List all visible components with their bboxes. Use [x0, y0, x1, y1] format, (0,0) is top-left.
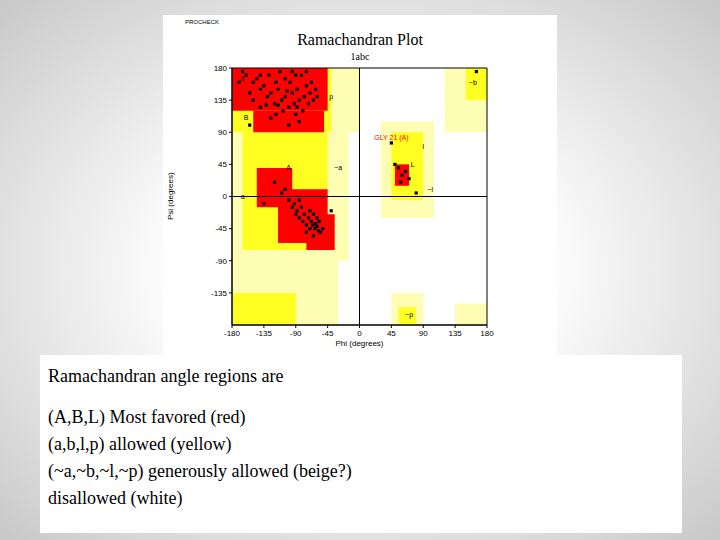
html-text:Ramachandran Plot: Ramachandran Plot	[297, 31, 423, 48]
svg-text:-45: -45	[215, 224, 227, 233]
svg-text:90: 90	[419, 329, 428, 338]
svg-text:180: 180	[214, 64, 228, 73]
svg-text:135: 135	[448, 329, 462, 338]
svg-text:b: b	[241, 75, 245, 82]
svg-text:90: 90	[218, 128, 227, 137]
html-text:Psi (degrees): Psi (degrees)	[166, 172, 175, 220]
html-text:1abc: 1abc	[350, 51, 370, 62]
html-text:Ramachandran angle regions are: Ramachandran angle regions are	[48, 366, 284, 386]
html-text:(a,b,l,p) allowed (yellow): (a,b,l,p) allowed (yellow)	[48, 434, 232, 454]
svg-text:~a: ~a	[334, 164, 342, 171]
svg-text:-90: -90	[290, 329, 302, 338]
html-text:disallowed (white): disallowed (white)	[48, 488, 183, 508]
svg-text:~b: ~b	[469, 79, 477, 86]
svg-text:45: 45	[387, 329, 396, 338]
svg-text:L: L	[411, 161, 415, 168]
svg-text:~l: ~l	[428, 186, 434, 193]
svg-text:l: l	[422, 143, 424, 150]
svg-text:p: p	[329, 93, 333, 101]
svg-text:B: B	[244, 114, 249, 121]
html-text:(~a,~b,~l,~p) generously allow: (~a,~b,~l,~p) generously allowed (beige?…	[48, 461, 352, 481]
svg-text:-45: -45	[322, 329, 334, 338]
svg-text:~p: ~p	[405, 311, 413, 319]
svg-text:GLY 21 (A): GLY 21 (A)	[374, 134, 408, 142]
svg-text:A: A	[286, 164, 291, 171]
svg-text:-180: -180	[224, 329, 241, 338]
svg-text:-135: -135	[256, 329, 273, 338]
html-text:PROCHECK: PROCHECK	[185, 19, 219, 25]
svg-text:0: 0	[357, 329, 362, 338]
svg-text:-135: -135	[211, 289, 228, 298]
svg-text:135: 135	[214, 96, 228, 105]
svg-text:0: 0	[223, 192, 228, 201]
svg-text:-90: -90	[215, 257, 227, 266]
svg-text:a: a	[241, 193, 245, 200]
html-text:Phi (degrees): Phi (degrees)	[335, 339, 384, 348]
svg-text:45: 45	[218, 160, 227, 169]
svg-text:180: 180	[480, 329, 494, 338]
html-text:(A,B,L) Most favored (red): (A,B,L) Most favored (red)	[48, 407, 246, 427]
